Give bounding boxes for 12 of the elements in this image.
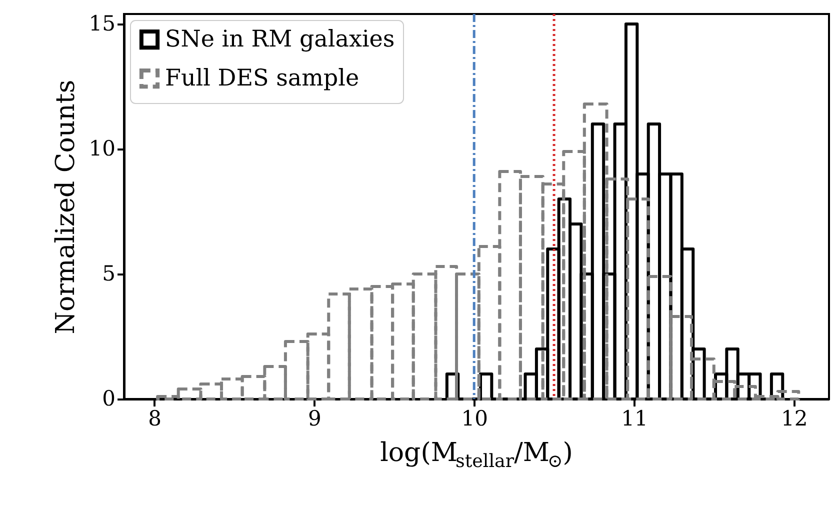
legend-label: Full DES sample [165,66,360,92]
y-axis-title: Normalized Counts [50,80,81,334]
x-tick-label: 9 [308,406,322,430]
y-tick-label: 0 [102,386,116,410]
x-tick-label: 11 [621,406,648,430]
x-tick-label: 10 [461,406,488,430]
y-tick-label: 10 [88,136,116,160]
x-tick-label: 12 [780,406,808,430]
y-tick-label: 15 [88,12,116,36]
x-tick-label: 8 [148,406,162,430]
legend-label: SNe in RM galaxies [165,26,395,52]
y-tick-label: 5 [102,262,116,286]
